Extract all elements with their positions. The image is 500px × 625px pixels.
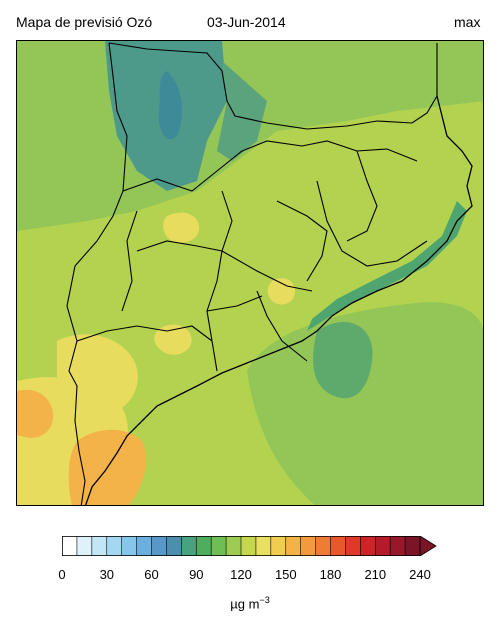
field-yellow-pocket2 <box>154 324 192 355</box>
colorbar-bin <box>62 536 78 556</box>
field-pyrenees-core <box>158 71 183 140</box>
unit-label: µg m−3 <box>230 595 270 612</box>
colorbar-tick-label: 0 <box>58 567 66 582</box>
colorbar-bin <box>121 536 137 556</box>
colorbar-bin <box>375 536 391 556</box>
field-orange-west <box>17 389 54 438</box>
colorbar-bin <box>91 536 108 556</box>
colorbar-tick-label: 180 <box>319 567 342 582</box>
border-inner-10 <box>206 295 263 312</box>
colorbar-bin <box>405 536 421 556</box>
colorbar-extend-arrow <box>419 536 437 556</box>
border-france <box>108 42 438 130</box>
border-inner-1 <box>122 140 418 192</box>
colorbar-bin <box>345 536 361 556</box>
colorbar-bin <box>360 536 376 556</box>
colorbar-outline <box>62 536 421 556</box>
colorbar-bin <box>211 536 227 556</box>
colorbar <box>62 536 437 556</box>
field-yellow-ebro <box>57 334 138 414</box>
colorbar-bin <box>330 536 346 556</box>
border-inner-5 <box>136 240 313 292</box>
colorbar-bin <box>315 536 331 556</box>
field-pyrenees-east <box>217 61 267 161</box>
border-outline <box>66 42 128 505</box>
colorbar-tick-label: 120 <box>230 567 252 582</box>
coastline <box>85 95 473 505</box>
colorbar-tick-label: 240 <box>409 567 431 582</box>
region-borders <box>66 42 438 505</box>
colorbar-bin <box>300 536 316 556</box>
border-inner-9 <box>346 150 378 242</box>
colorbar-bin <box>136 536 152 556</box>
colorbar-tick-label: 90 <box>189 567 204 582</box>
colorbar-bin <box>270 536 287 556</box>
field-yellow-pocket1 <box>163 212 200 243</box>
border-inner-6 <box>76 325 213 342</box>
border-inner-8 <box>121 210 138 312</box>
statistic-label: max <box>454 14 481 30</box>
colorbar-bin <box>285 536 301 556</box>
forecast-date: 03-Jun-2014 <box>207 14 286 30</box>
colorbar-bin <box>196 536 212 556</box>
map-title: Mapa de previsió Ozó <box>16 14 153 30</box>
colorbar-bin <box>241 536 257 556</box>
field-yellow-pocket3 <box>267 278 295 305</box>
field-coast-dark <box>307 201 467 331</box>
colorbar-bin <box>166 536 182 556</box>
colorbar-bin <box>390 536 406 556</box>
colorbar-bin <box>255 536 272 556</box>
colorbar-bin <box>181 536 197 556</box>
colorbar-bin <box>106 536 122 556</box>
colorbar-bin <box>226 536 242 556</box>
field-sea-green <box>247 302 483 505</box>
border-inner-4 <box>316 180 428 267</box>
colorbar-bin <box>76 536 93 556</box>
border-inner-7 <box>256 290 308 362</box>
colorbar-tick-label: 60 <box>144 567 159 582</box>
field-sea-dark <box>313 322 373 399</box>
border-inner-3 <box>276 200 328 282</box>
colorbar-bin <box>151 536 167 556</box>
colorbar-tick-label: 30 <box>99 567 115 582</box>
colorbar-tick-label: 210 <box>364 567 387 582</box>
ozone-forecast-map <box>16 40 484 506</box>
colorbar-tick-label: 150 <box>274 567 297 582</box>
